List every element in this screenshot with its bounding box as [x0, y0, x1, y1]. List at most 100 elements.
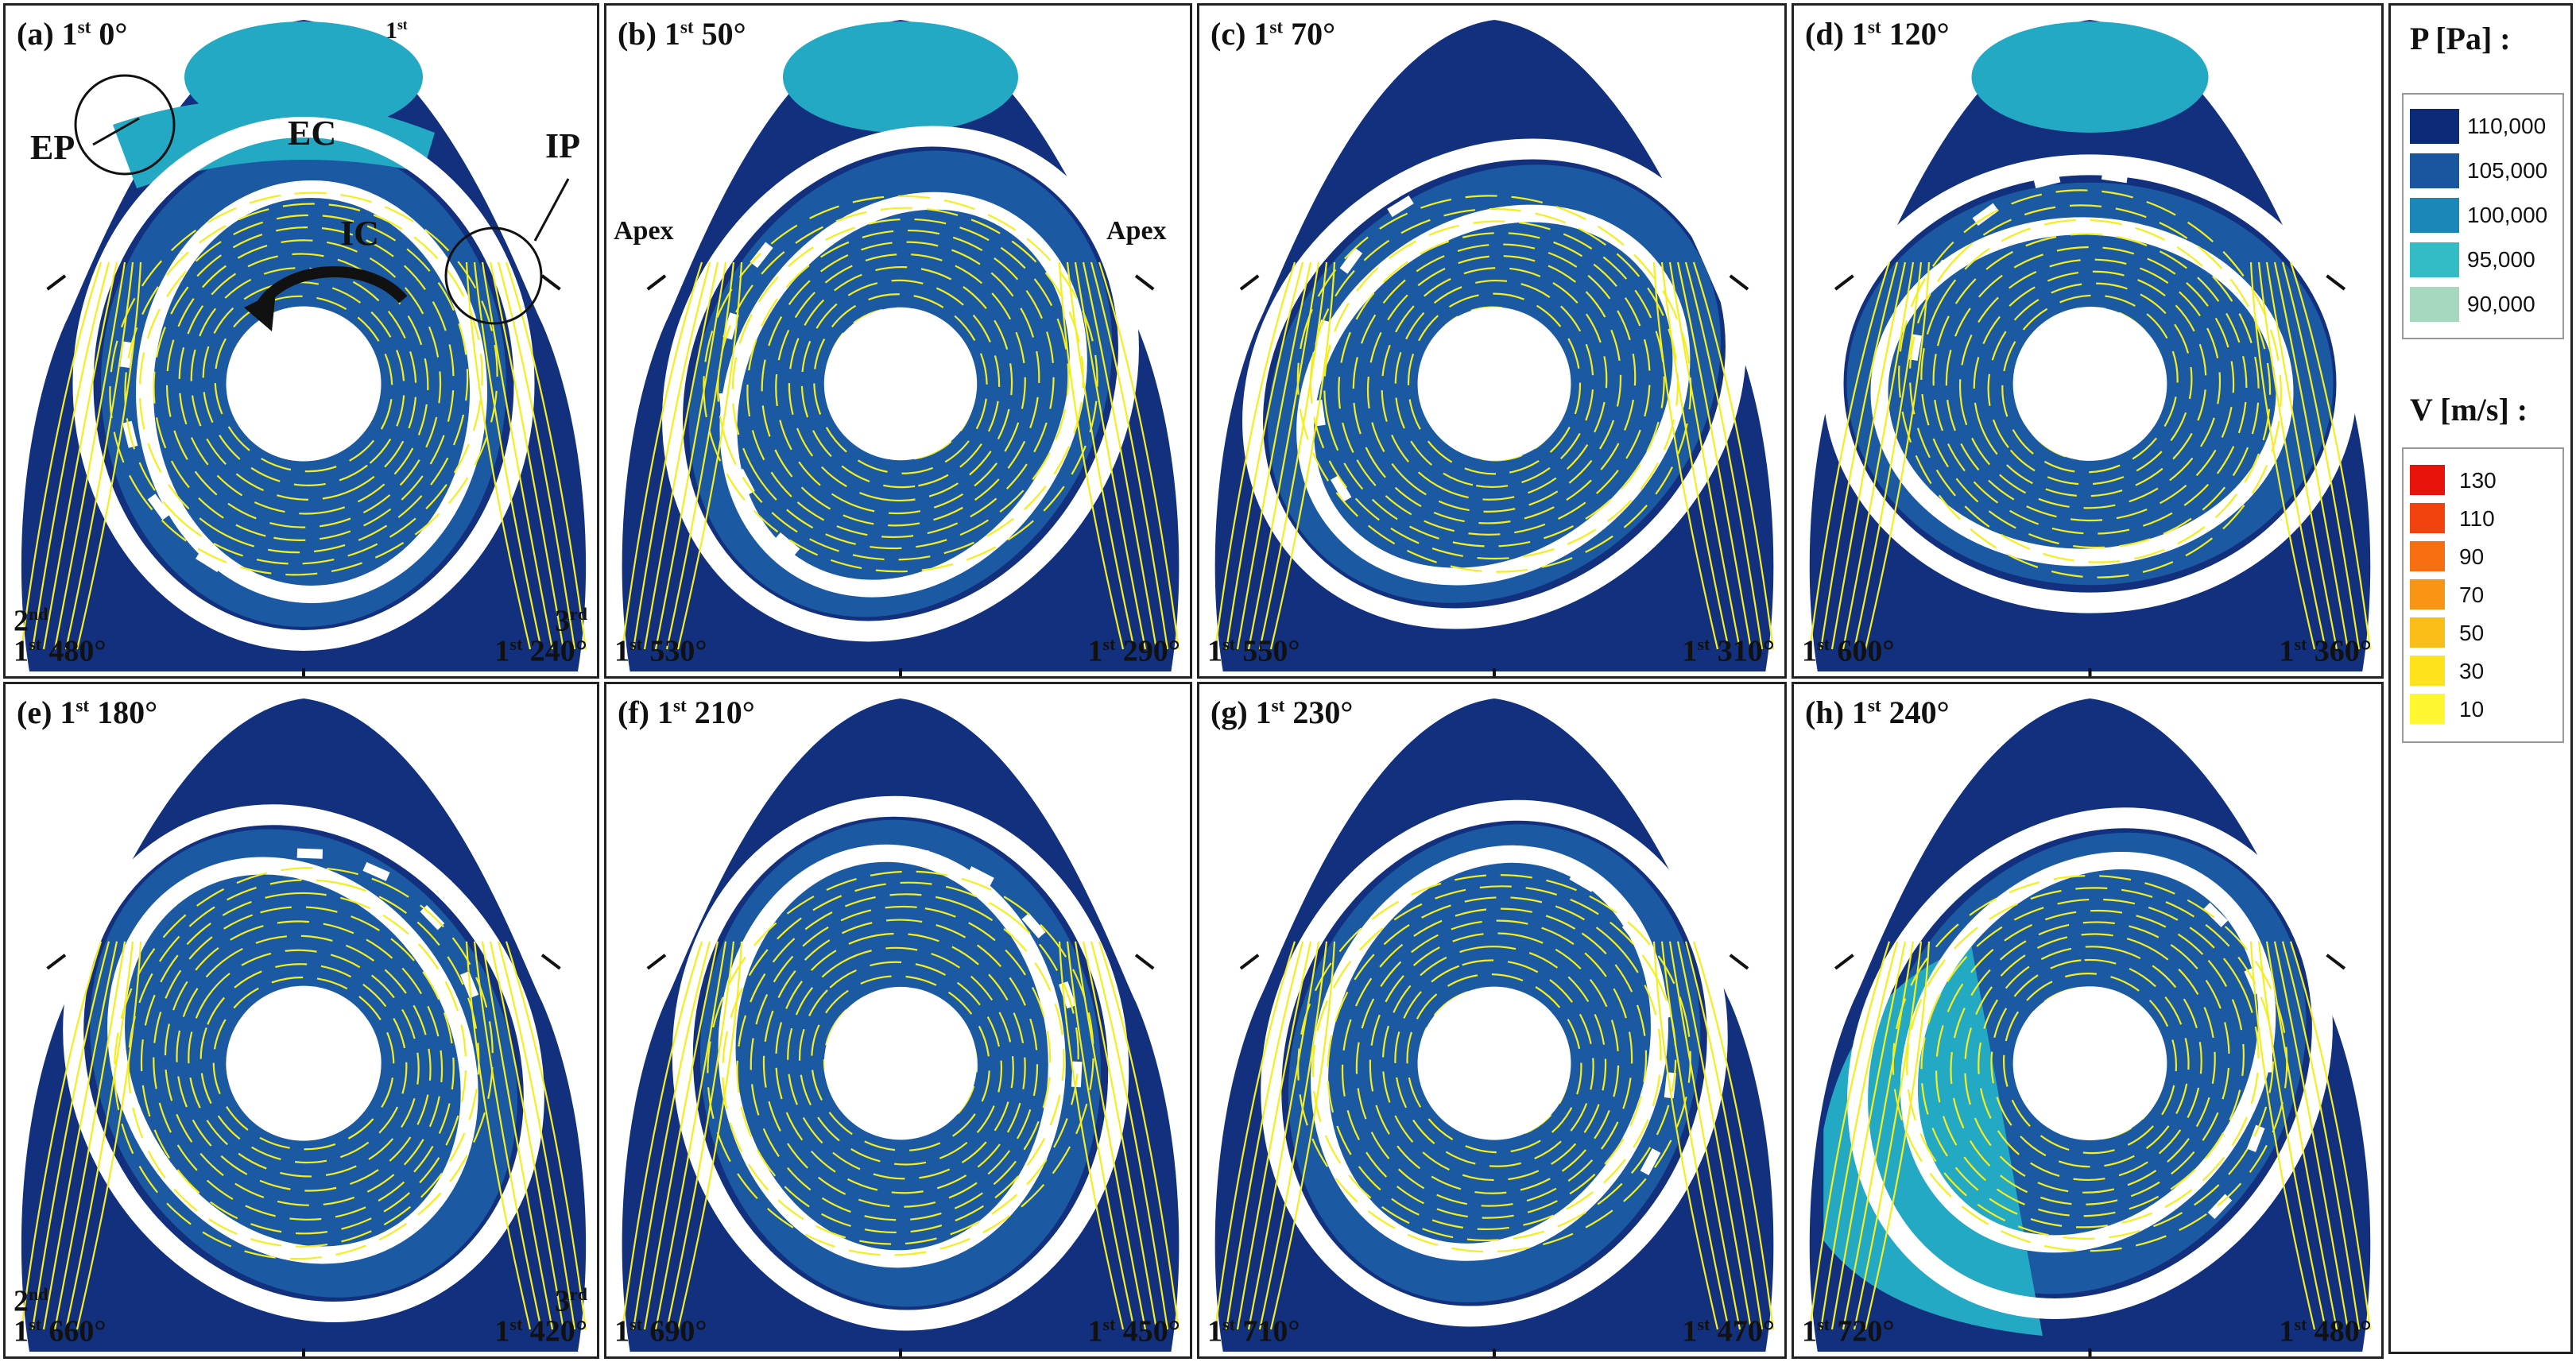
apex-mark: [2326, 274, 2346, 291]
streamline: [2273, 261, 2349, 650]
ep-circle: [74, 74, 176, 176]
streamline: [632, 261, 711, 650]
top-face-label: 1st: [385, 17, 408, 44]
streamline: [746, 229, 1055, 539]
rotor-recess: [1387, 195, 1414, 218]
velocity-level-label: 110: [2459, 506, 2495, 531]
streamline: [1074, 941, 1147, 1330]
streamline: [20, 261, 103, 650]
panel-label-rest: 70°: [1283, 16, 1336, 52]
streamline: [1355, 919, 1633, 1207]
bottom-left-angle-text: 1st 530°: [614, 634, 707, 668]
streamline: [1258, 261, 1328, 650]
bottom-right-angle: 1st 480°: [2279, 1316, 2372, 1347]
streamline: [1808, 261, 1891, 650]
streamline: [202, 281, 405, 486]
panel-label-text: (e) 1: [17, 695, 76, 730]
ec-label: EC: [288, 114, 337, 153]
streamline: [1676, 261, 1753, 650]
streamline: [1830, 261, 1907, 650]
inner-rotor: [1311, 845, 1668, 1261]
panel-d: (d) 1st 120° 1st 600° 1st 360°: [1792, 3, 2384, 679]
streamline: [153, 906, 455, 1221]
bottom-right-angle-text: 1st 470°: [1682, 1314, 1775, 1348]
streamline: [1406, 973, 1582, 1154]
rotor-recess: [719, 393, 731, 420]
streamline: [1898, 189, 2282, 578]
streamline: [165, 239, 442, 528]
streamline: [2289, 261, 2372, 650]
streamline: [1958, 258, 2222, 509]
pressure-level-label: 100,000: [2467, 203, 2548, 227]
bottom-left-angle-text: 1st 480°: [14, 634, 107, 668]
streamline: [138, 214, 469, 554]
inner-rotor: [1296, 204, 1691, 586]
streamline: [214, 295, 393, 473]
panel-f: (f) 1st 210° 1st 690° 1st 450°: [604, 682, 1192, 1359]
streamline: [2273, 941, 2349, 1330]
rotor-recess: [1640, 1148, 1661, 1176]
streamline: [1236, 941, 1312, 1330]
streamline: [722, 881, 1079, 1245]
velocity-swatch: [2410, 694, 2445, 724]
panel-label: (b) 1st 50°: [618, 15, 746, 52]
panel-label: (d) 1st 120°: [1805, 15, 1950, 52]
streamline: [1236, 261, 1312, 650]
rotor-recess: [196, 550, 223, 573]
streamline: [497, 261, 576, 650]
streamline: [1269, 261, 1336, 650]
streamline: [1225, 261, 1304, 650]
streamline: [1297, 873, 1691, 1253]
velocity-legend-title: V [m/s] :: [2410, 392, 2528, 428]
bottom-right-angle: 1st 290°: [1087, 636, 1180, 667]
streamline: [473, 261, 543, 650]
panel-label-sup: st: [1271, 695, 1285, 717]
velocity-swatch: [2410, 579, 2445, 609]
streamline: [1214, 261, 1296, 650]
apex-left-label: Apex: [614, 216, 674, 246]
panel-g: (g) 1st 230° 1st 710° 1st 470°: [1197, 682, 1787, 1359]
panel-label-rest: 240°: [1881, 695, 1950, 730]
streamline: [1082, 941, 1158, 1330]
rotor-recess: [1312, 399, 1326, 427]
bottom-left-angle: 1st 530°: [614, 636, 707, 667]
streamline: [127, 879, 480, 1248]
streamline: [188, 949, 420, 1178]
panel-label-sup: st: [1269, 17, 1284, 38]
velocity-swatch: [2410, 541, 2445, 571]
streamline: [1214, 941, 1296, 1330]
panel-label: (e) 1st 180°: [17, 694, 157, 731]
rotor-recess: [2207, 1194, 2233, 1220]
streamline: [788, 265, 1013, 502]
streamline: [2265, 941, 2338, 1330]
velocity-level-label: 50: [2459, 621, 2485, 645]
streamline: [489, 261, 565, 650]
streamline: [643, 261, 719, 650]
rotor-recess: [1621, 921, 1645, 947]
streamline: [2249, 261, 2316, 650]
streamline: [736, 893, 1065, 1234]
pressure-level-label: 105,000: [2467, 158, 2548, 183]
streamline: [787, 946, 1014, 1180]
streamline: [1920, 898, 2260, 1229]
streamline: [481, 941, 554, 1330]
rotor-recess: [1569, 871, 1597, 892]
streamline: [1058, 941, 1125, 1330]
bottom-right-angle-text: 1st 420°: [494, 1314, 587, 1348]
streamline: [176, 934, 432, 1192]
apex-mark: [1134, 954, 1155, 970]
streamline: [489, 941, 565, 1330]
eccentric-shaft-bore: [1417, 307, 1571, 461]
streamline: [676, 261, 743, 650]
apex-mark: [1834, 274, 1854, 291]
apex-mark: [646, 274, 667, 291]
streamline: [190, 267, 417, 501]
bottom-left-angle: 2nd 1st 660°: [14, 1285, 107, 1347]
streamline: [109, 192, 498, 576]
streamline: [1864, 261, 1931, 650]
streamline: [1394, 959, 1594, 1167]
panel-e: (e) 1st 180° 2nd 1st 660° 3rd 1st 420°: [3, 682, 599, 1359]
streamline: [1066, 941, 1136, 1330]
streamline: [1864, 941, 1931, 1330]
rotation-arrow: [254, 266, 408, 311]
